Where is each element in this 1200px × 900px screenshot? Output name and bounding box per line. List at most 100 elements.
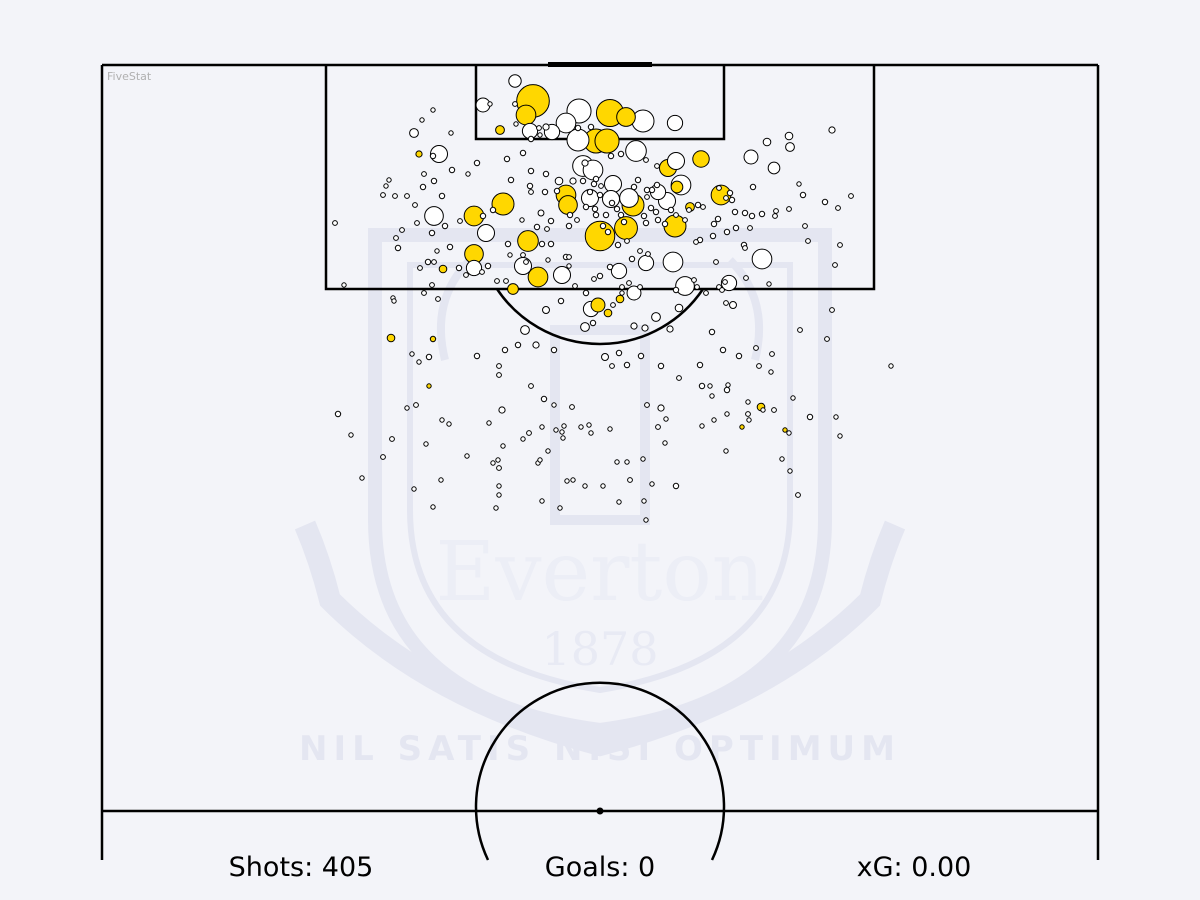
shot-marker bbox=[676, 375, 682, 381]
shot-marker bbox=[696, 361, 704, 369]
shot-marker bbox=[626, 280, 632, 286]
shot-marker bbox=[649, 481, 655, 487]
shot-marker bbox=[490, 460, 496, 466]
shot-marker-goal bbox=[491, 192, 515, 216]
shot-marker bbox=[625, 140, 647, 162]
goals-count: Goals: 0 bbox=[544, 852, 656, 883]
shot-marker bbox=[527, 167, 535, 175]
shot-marker bbox=[383, 183, 389, 189]
shot-marker bbox=[694, 201, 702, 209]
shot-marker bbox=[500, 443, 506, 449]
shot-marker bbox=[487, 101, 493, 107]
shot-marker bbox=[657, 404, 665, 412]
shot-marker bbox=[711, 417, 717, 423]
shot-marker bbox=[579, 177, 587, 185]
shot-marker bbox=[606, 263, 614, 271]
shot-marker bbox=[399, 227, 405, 233]
shot-marker bbox=[586, 422, 592, 428]
shot-marker bbox=[663, 416, 669, 422]
shot-marker bbox=[386, 177, 392, 183]
shot-marker bbox=[465, 259, 483, 277]
shot-marker bbox=[723, 228, 731, 236]
shot-marker bbox=[526, 430, 532, 436]
shot-marker bbox=[805, 238, 811, 244]
shot-marker bbox=[428, 229, 436, 237]
shot-marker bbox=[431, 259, 437, 265]
shot-marker bbox=[557, 297, 565, 305]
crest-tower-shape bbox=[550, 325, 650, 525]
shot-marker bbox=[332, 220, 338, 226]
shot-marker bbox=[520, 325, 530, 335]
shot-marker bbox=[496, 465, 502, 471]
shot-marker bbox=[773, 208, 779, 214]
shot-marker bbox=[758, 210, 766, 218]
shot-marker bbox=[699, 423, 705, 429]
shot-marker bbox=[404, 193, 410, 199]
shot-marker bbox=[760, 407, 766, 413]
crest-wreath-left-shape bbox=[436, 257, 473, 361]
shot-marker bbox=[779, 456, 785, 462]
shot-marker bbox=[743, 275, 749, 281]
shot-marker bbox=[560, 435, 566, 441]
shot-marker bbox=[507, 176, 515, 184]
shot-marker bbox=[501, 346, 509, 354]
shot-marker bbox=[536, 125, 542, 131]
shot-marker bbox=[555, 112, 577, 134]
shot-marker bbox=[786, 206, 792, 212]
shot-marker bbox=[419, 183, 427, 191]
shot-marker bbox=[430, 504, 436, 510]
shot-marker bbox=[614, 241, 622, 249]
shot-marker bbox=[588, 430, 594, 436]
shot-marker-goal bbox=[527, 266, 549, 288]
shot-marker bbox=[732, 224, 740, 232]
shot-marker bbox=[519, 217, 525, 223]
shot-marker bbox=[547, 217, 555, 225]
shot-marker bbox=[569, 177, 577, 185]
shot-marker bbox=[545, 257, 551, 263]
shot-marker bbox=[641, 498, 647, 504]
shot-marker bbox=[624, 238, 630, 244]
shot-marker bbox=[553, 427, 559, 433]
shot-marker bbox=[596, 272, 604, 280]
shot-marker bbox=[620, 218, 628, 226]
crest-motto: NIL SATIS NISI OPTIMUM bbox=[299, 729, 901, 769]
shot-marker bbox=[389, 436, 395, 442]
shot-marker bbox=[532, 341, 540, 349]
shot-marker bbox=[495, 457, 501, 463]
shot-marker bbox=[540, 395, 548, 403]
shot-marker bbox=[446, 421, 452, 427]
shot-marker bbox=[751, 248, 773, 270]
shot-marker bbox=[609, 363, 615, 369]
shot-marker bbox=[569, 404, 575, 410]
shot-marker bbox=[607, 152, 615, 160]
shot-marker-goal bbox=[594, 128, 620, 154]
shot-marker bbox=[592, 175, 600, 183]
shot-marker bbox=[599, 222, 607, 230]
shot-marker bbox=[598, 183, 604, 189]
shot-marker bbox=[707, 383, 713, 389]
shot-marker bbox=[607, 426, 613, 432]
shot-marker bbox=[476, 223, 496, 243]
shot-marker bbox=[682, 217, 688, 223]
shot-marker bbox=[544, 226, 550, 232]
shot-marker bbox=[553, 187, 561, 195]
shot-marker bbox=[634, 176, 642, 184]
shot-marker bbox=[662, 440, 668, 446]
shot-marker bbox=[619, 284, 625, 290]
shot-marker bbox=[589, 319, 597, 327]
shot-marker bbox=[643, 186, 651, 194]
shot-marker bbox=[615, 349, 623, 357]
shot-marker bbox=[772, 213, 778, 219]
shot-marker bbox=[888, 363, 894, 369]
shot-marker bbox=[753, 345, 759, 351]
shot-marker bbox=[542, 170, 550, 178]
shot-marker bbox=[496, 363, 502, 369]
shot-marker bbox=[527, 135, 535, 143]
shot-marker bbox=[394, 244, 402, 252]
shots-layer bbox=[332, 74, 894, 523]
shot-marker bbox=[614, 459, 620, 465]
shot-marker bbox=[703, 290, 709, 296]
shot-marker bbox=[769, 351, 775, 357]
shot-marker bbox=[513, 121, 519, 127]
shot-marker bbox=[541, 188, 549, 196]
